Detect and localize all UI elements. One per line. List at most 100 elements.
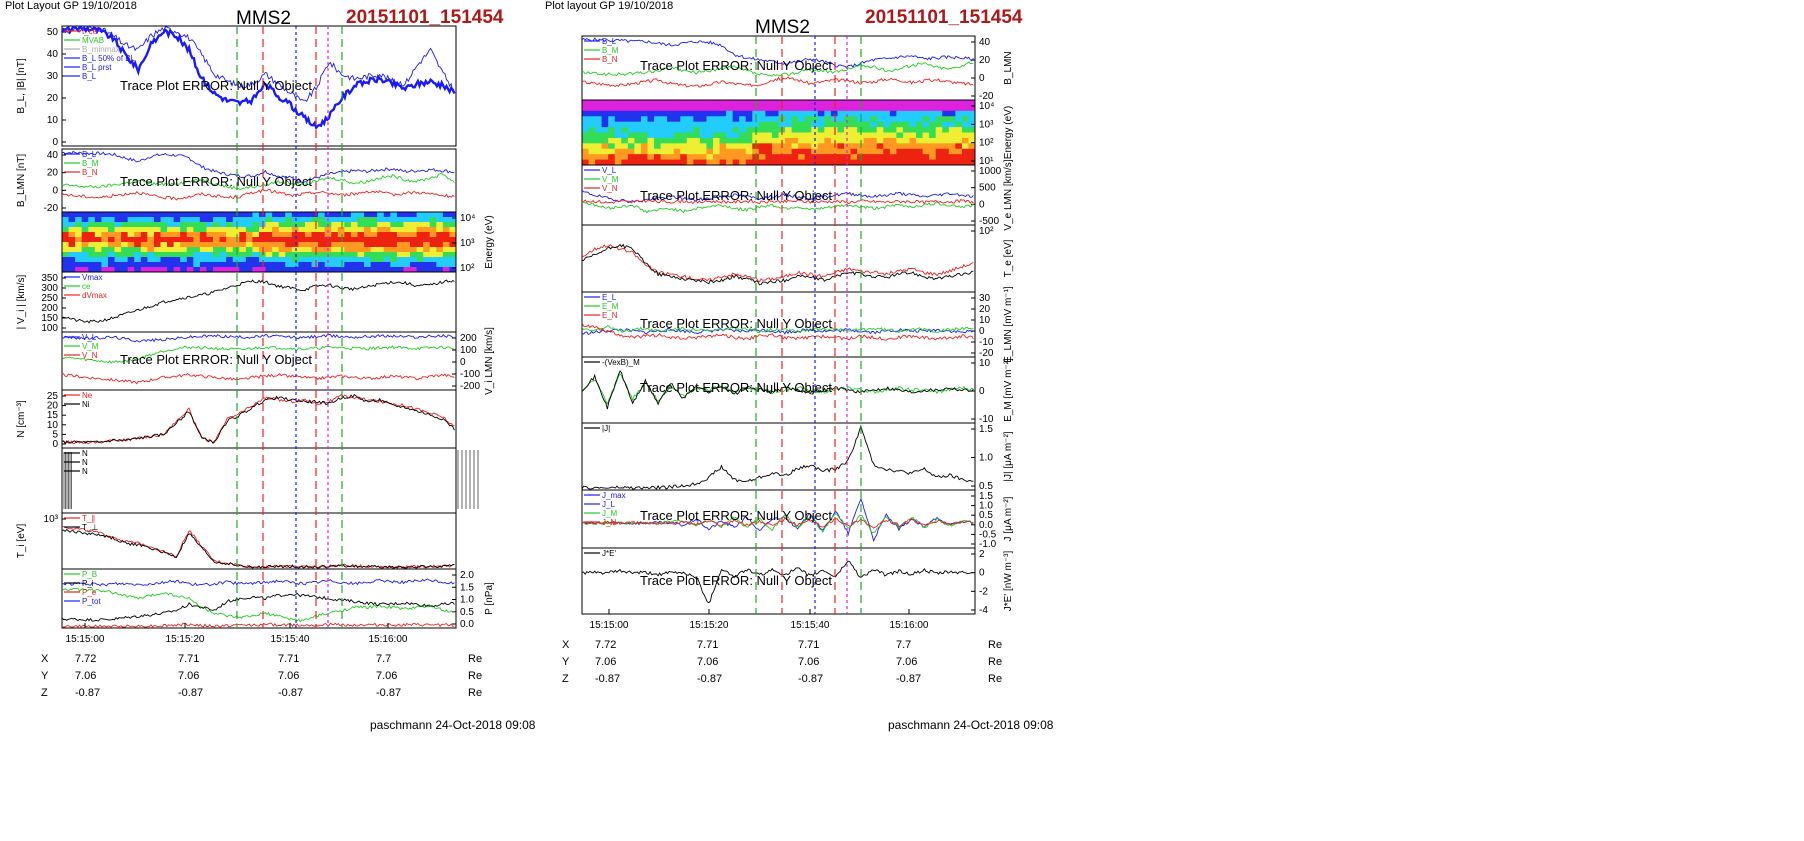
- spectrogram-cell: [719, 100, 727, 106]
- spectrogram-cell: [81, 232, 89, 238]
- spectrogram-cell: [837, 110, 845, 117]
- spectrogram-cell: [758, 121, 766, 128]
- trace-error-message: Trace Plot ERROR: Null Y Object: [120, 78, 312, 93]
- spectrogram-cell: [114, 237, 122, 243]
- x-tick-label: 15:15:40: [791, 620, 830, 631]
- spectrogram-cell: [245, 217, 253, 223]
- spectrogram-cell: [193, 267, 201, 273]
- spectrogram-cell: [219, 252, 227, 258]
- spectrogram-cell: [278, 262, 286, 268]
- spectrogram-cell: [608, 121, 616, 128]
- spectrogram-cell: [81, 222, 89, 228]
- spectrogram-cell: [226, 222, 234, 228]
- spectrogram-cell: [582, 154, 590, 161]
- spectrogram-cell: [140, 212, 148, 218]
- spectrogram-cell: [837, 143, 845, 150]
- spectrogram-cell: [94, 222, 102, 228]
- spectrogram-cell: [785, 100, 793, 106]
- spectrogram-cell: [929, 148, 937, 155]
- spectrogram-cell: [582, 121, 590, 128]
- spectrogram-cell: [582, 105, 590, 112]
- spectrogram-cell: [719, 105, 727, 112]
- spectrogram-cell: [436, 252, 444, 258]
- spectrogram-cell: [410, 262, 418, 268]
- spectrogram-cell: [719, 121, 727, 128]
- spectrogram-cell: [634, 121, 642, 128]
- spectrogram-cell: [364, 237, 372, 243]
- series-line-t: [61, 525, 455, 569]
- spectrogram-cell: [791, 121, 799, 128]
- spectrogram-cell: [180, 242, 188, 248]
- spectrogram-cell: [745, 105, 753, 112]
- spectrogram-cell: [726, 100, 734, 106]
- spectrogram-cell: [383, 247, 391, 253]
- spectrogram-cell: [654, 110, 662, 117]
- spectrogram-cell: [844, 121, 852, 128]
- spectrogram-cell: [686, 148, 694, 155]
- spectrogram-cell: [311, 252, 319, 258]
- spectrogram-cell: [101, 267, 109, 273]
- spectrogram-cell: [265, 232, 273, 238]
- spectrogram-cell: [745, 137, 753, 144]
- spectrogram-cell: [955, 148, 963, 155]
- spectrogram-cell: [955, 127, 963, 133]
- spectrogram-cell: [370, 212, 378, 218]
- spectrogram-cell: [804, 116, 812, 123]
- spectrogram-cell: [955, 105, 963, 112]
- spectrogram-cell: [693, 143, 701, 150]
- spectrogram-cell: [817, 127, 825, 133]
- spectrogram-cell: [436, 217, 444, 223]
- spectrogram-cell: [213, 212, 221, 218]
- series-line-bm: [61, 173, 455, 191]
- spectrogram-cell: [416, 217, 424, 223]
- spectrogram-cell: [199, 237, 207, 243]
- spectrogram-cell: [232, 212, 240, 218]
- spectrogram-cell: [732, 148, 740, 155]
- spectrogram-cell: [429, 262, 437, 268]
- spectrogram-cell: [331, 242, 339, 248]
- spectrogram-cell: [745, 132, 753, 139]
- spectrogram-cell: [285, 217, 293, 223]
- spectrogram-cell: [804, 100, 812, 106]
- spectrogram-cell: [134, 257, 142, 263]
- spectrogram-cell: [824, 143, 832, 150]
- spectrogram-cell: [968, 132, 976, 139]
- spectrogram-cell: [968, 105, 976, 112]
- spectrogram-cell: [955, 137, 963, 144]
- coord-value: 7.7: [896, 639, 912, 651]
- spectrogram-cell: [909, 121, 917, 128]
- y-tick-label: -200: [460, 381, 480, 392]
- spectrogram-cell: [219, 232, 227, 238]
- spectrogram-cell: [955, 159, 963, 166]
- spectrogram-cell: [331, 227, 339, 233]
- spectrogram-cell: [758, 143, 766, 150]
- spectrogram-cell: [272, 242, 280, 248]
- spectrogram-cell: [640, 110, 648, 117]
- spectrogram-cell: [640, 121, 648, 128]
- spectrogram-cell: [640, 154, 648, 161]
- spectrogram-cell: [889, 132, 897, 139]
- spectrogram-cell: [442, 242, 450, 248]
- spectrogram-cell: [173, 252, 181, 258]
- footer-credit-right: paschmann 24-Oct-2018 09:08: [888, 718, 1054, 732]
- spectrogram-cell: [758, 105, 766, 112]
- spectrogram-cell: [94, 217, 102, 223]
- spectrogram-cell: [660, 105, 668, 112]
- spectrogram-cell: [771, 127, 779, 133]
- spectrogram-cell: [324, 237, 332, 243]
- spectrogram-cell: [948, 148, 956, 155]
- spectrogram-cell: [601, 154, 609, 161]
- spectrogram-cell: [383, 257, 391, 263]
- spectrogram-cell: [68, 242, 76, 248]
- spectrogram-cell: [245, 222, 253, 228]
- spectrogram-cell: [442, 227, 450, 233]
- spectrogram-cell: [291, 237, 299, 243]
- spectrogram-cell: [278, 237, 286, 243]
- spectrogram-cell: [948, 110, 956, 117]
- spectrogram-cell: [167, 252, 175, 258]
- spectrogram-cell: [357, 252, 365, 258]
- spectrogram-cell: [127, 252, 135, 258]
- spectrogram-cell: [121, 267, 129, 273]
- spectrogram-cell: [686, 154, 694, 161]
